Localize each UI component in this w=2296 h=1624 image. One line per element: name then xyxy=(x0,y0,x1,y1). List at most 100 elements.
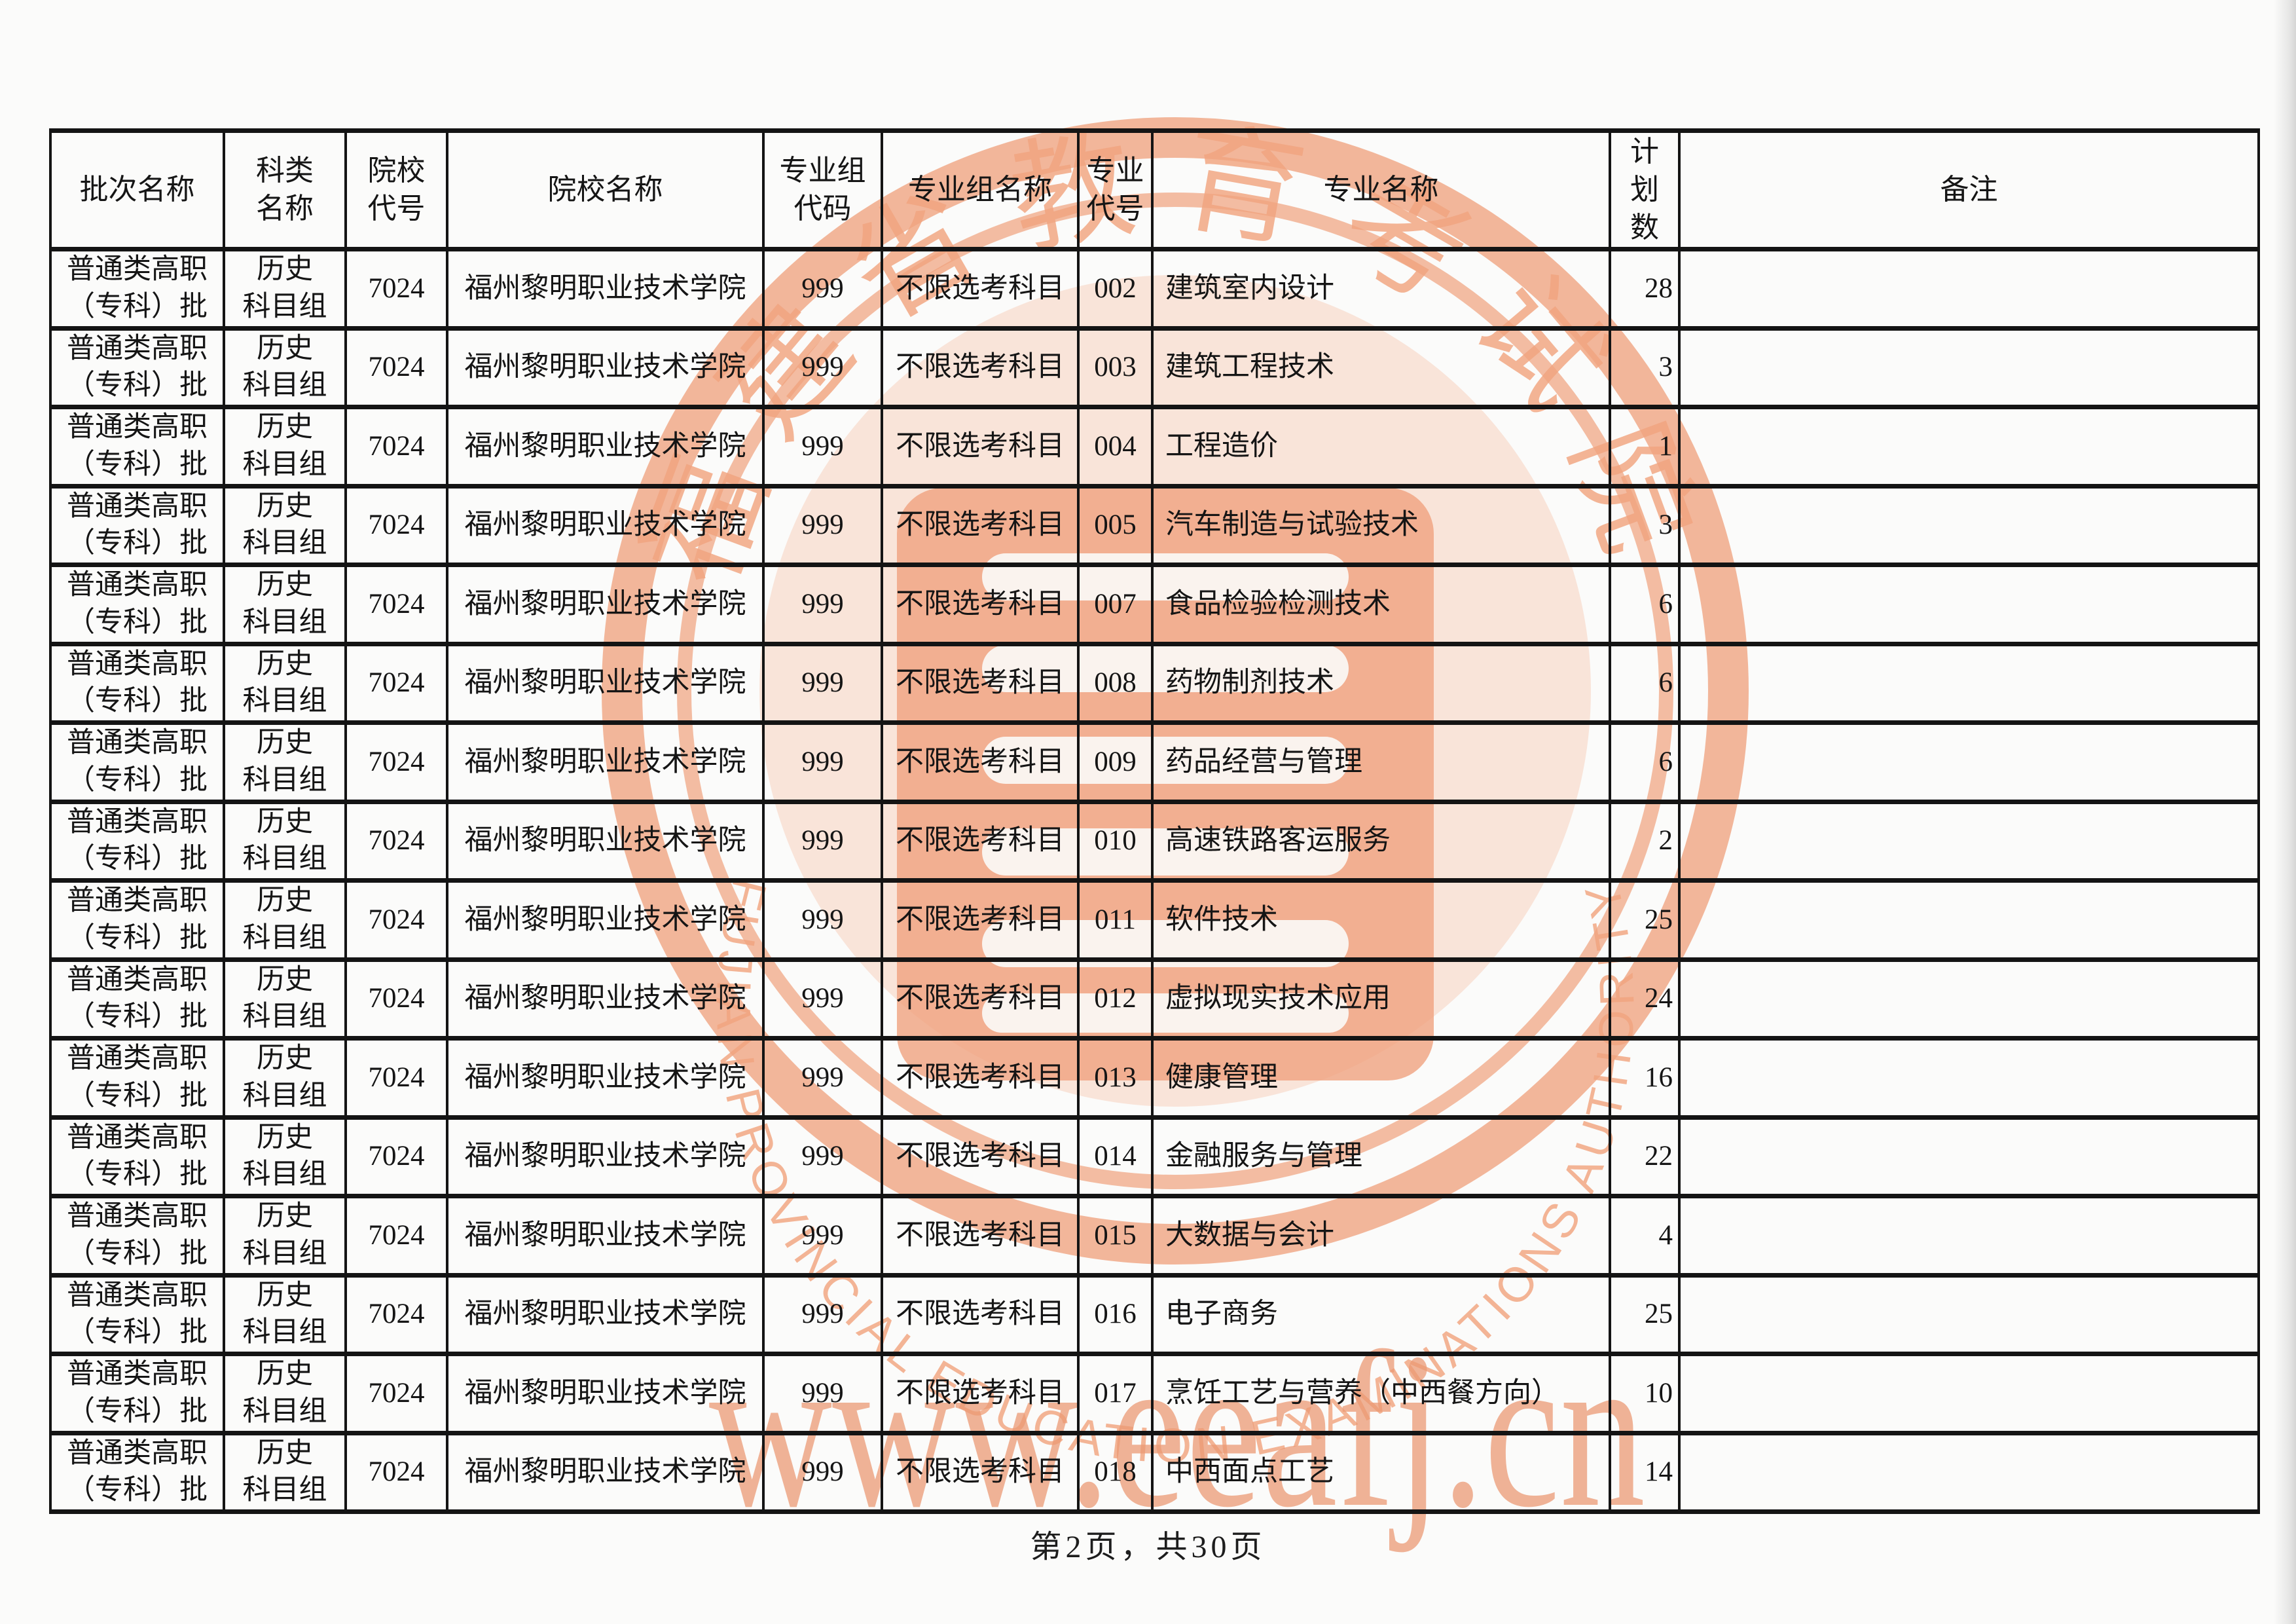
cell-major-code: 015 xyxy=(1077,1194,1154,1278)
cell-major-name: 电子商务 xyxy=(1151,1272,1611,1357)
cell-major-group-name: 不限选考科目 xyxy=(881,878,1080,962)
cell-remark xyxy=(1678,1115,2260,1199)
cell-college-code: 7024 xyxy=(344,1115,448,1199)
cell-college-code: 7024 xyxy=(344,799,448,883)
cell-plan-count: 6 xyxy=(1609,563,1681,646)
cell-major-group-code: 999 xyxy=(762,1352,883,1435)
cell-major-name: 建筑室内设计 xyxy=(1151,247,1611,331)
cell-major-group-code: 999 xyxy=(762,641,883,726)
col-header-batch-name: 批次名称 xyxy=(49,128,225,252)
cell-major-group-name: 不限选考科目 xyxy=(881,1194,1080,1278)
cell-major-name: 烹饪工艺与营养（中西餐方向） xyxy=(1151,1352,1611,1435)
cell-major-code: 014 xyxy=(1077,1115,1154,1199)
cell-batch-name: 普通类高职 （专科）批 xyxy=(49,1430,225,1515)
cell-remark xyxy=(1678,1430,2260,1515)
cell-college-name: 福州黎明职业技术学院 xyxy=(446,957,765,1041)
cell-remark xyxy=(1678,799,2260,883)
cell-college-code: 7024 xyxy=(344,1430,448,1515)
cell-major-code: 012 xyxy=(1077,957,1154,1041)
cell-batch-name: 普通类高职 （专科）批 xyxy=(49,405,225,489)
cell-major-name: 大数据与会计 xyxy=(1151,1194,1611,1278)
cell-subject-group: 历史 科目组 xyxy=(223,325,347,410)
cell-major-group-code: 999 xyxy=(762,563,883,646)
cell-major-group-code: 999 xyxy=(762,1430,883,1515)
cell-remark xyxy=(1678,1352,2260,1435)
cell-major-name: 建筑工程技术 xyxy=(1151,325,1611,410)
cell-major-group-code: 999 xyxy=(762,1036,883,1120)
page-footer: 第2页，共30页 xyxy=(1030,1530,1266,1564)
cell-major-name: 健康管理 xyxy=(1151,1036,1611,1120)
cell-plan-count: 10 xyxy=(1609,1352,1681,1435)
cell-major-code: 007 xyxy=(1077,563,1154,646)
table-row: 普通类高职 （专科）批 历史 科目组 7024 福州黎明职业技术学院 999 不限选考科目… xyxy=(49,878,2260,962)
cell-college-name: 福州黎明职业技术学院 xyxy=(446,720,765,804)
col-header-major-code: 专业 代号 xyxy=(1077,128,1154,252)
cell-college-name: 福州黎明职业技术学院 xyxy=(446,799,765,883)
cell-subject-group: 历史 科目组 xyxy=(223,720,347,804)
cell-subject-group: 历史 科目组 xyxy=(223,957,347,1041)
cell-subject-group: 历史 科目组 xyxy=(223,641,347,726)
cell-plan-count: 3 xyxy=(1609,483,1681,568)
cell-remark xyxy=(1678,641,2260,726)
cell-major-group-code: 999 xyxy=(762,957,883,1041)
cell-college-code: 7024 xyxy=(344,563,448,646)
cell-college-name: 福州黎明职业技术学院 xyxy=(446,247,765,331)
cell-batch-name: 普通类高职 （专科）批 xyxy=(49,1194,225,1278)
cell-major-group-name: 不限选考科目 xyxy=(881,483,1080,568)
cell-remark xyxy=(1678,1194,2260,1278)
cell-major-name: 工程造价 xyxy=(1151,405,1611,489)
cell-plan-count: 22 xyxy=(1609,1115,1681,1199)
cell-major-name: 中西面点工艺 xyxy=(1151,1430,1611,1515)
cell-major-group-code: 999 xyxy=(762,878,883,962)
cell-remark xyxy=(1678,247,2260,331)
cell-major-code: 003 xyxy=(1077,325,1154,410)
cell-plan-count: 16 xyxy=(1609,1036,1681,1120)
cell-major-group-name: 不限选考科目 xyxy=(881,641,1080,726)
cell-subject-group: 历史 科目组 xyxy=(223,563,347,646)
table-row: 普通类高职 （专科）批 历史 科目组 7024 福州黎明职业技术学院 999 不限选考科目… xyxy=(49,1352,2260,1435)
cell-major-code: 013 xyxy=(1077,1036,1154,1120)
cell-remark xyxy=(1678,720,2260,804)
cell-subject-group: 历史 科目组 xyxy=(223,405,347,489)
cell-remark xyxy=(1678,1036,2260,1120)
table-row: 普通类高职 （专科）批 历史 科目组 7024 福州黎明职业技术学院 999 不限选考科目… xyxy=(49,1272,2260,1357)
cell-major-code: 009 xyxy=(1077,720,1154,804)
cell-college-code: 7024 xyxy=(344,1352,448,1435)
table-row: 普通类高职 （专科）批 历史 科目组 7024 福州黎明职业技术学院 999 不限选考科目… xyxy=(49,1194,2260,1278)
col-header-subject-group: 科类 名称 xyxy=(223,128,347,252)
col-header-college-code: 院校 代号 xyxy=(344,128,448,252)
cell-batch-name: 普通类高职 （专科）批 xyxy=(49,1115,225,1199)
cell-major-group-code: 999 xyxy=(762,1115,883,1199)
cell-major-group-code: 999 xyxy=(762,1194,883,1278)
cell-major-name: 药物制剂技术 xyxy=(1151,641,1611,726)
cell-batch-name: 普通类高职 （专科）批 xyxy=(49,1352,225,1435)
cell-college-code: 7024 xyxy=(344,405,448,489)
cell-major-name: 食品检验检测技术 xyxy=(1151,563,1611,646)
cell-college-name: 福州黎明职业技术学院 xyxy=(446,563,765,646)
cell-subject-group: 历史 科目组 xyxy=(223,1194,347,1278)
cell-major-name: 汽车制造与试验技术 xyxy=(1151,483,1611,568)
table-row: 普通类高职 （专科）批 历史 科目组 7024 福州黎明职业技术学院 999 不限选考科目… xyxy=(49,563,2260,646)
cell-major-code: 010 xyxy=(1077,799,1154,883)
cell-plan-count: 6 xyxy=(1609,720,1681,804)
cell-batch-name: 普通类高职 （专科）批 xyxy=(49,563,225,646)
cell-plan-count: 1 xyxy=(1609,405,1681,489)
table-row: 普通类高职 （专科）批 历史 科目组 7024 福州黎明职业技术学院 999 不限选考科目… xyxy=(49,1036,2260,1120)
cell-major-group-code: 999 xyxy=(762,247,883,331)
cell-batch-name: 普通类高职 （专科）批 xyxy=(49,483,225,568)
cell-major-group-name: 不限选考科目 xyxy=(881,720,1080,804)
cell-major-name: 虚拟现实技术应用 xyxy=(1151,957,1611,1041)
cell-plan-count: 6 xyxy=(1609,641,1681,726)
cell-remark xyxy=(1678,1272,2260,1357)
table-body: 普通类高职 （专科）批 历史 科目组 7024 福州黎明职业技术学院 999 不限选考科目… xyxy=(49,247,2260,1515)
admission-plan-table: 批次名称 科类 名称 院校 代号 院校名称 专业组 代码 专业组名称 专业 代号… xyxy=(49,128,2260,1515)
cell-major-code: 017 xyxy=(1077,1352,1154,1435)
cell-subject-group: 历史 科目组 xyxy=(223,1430,347,1515)
cell-college-code: 7024 xyxy=(344,325,448,410)
cell-subject-group: 历史 科目组 xyxy=(223,483,347,568)
cell-college-name: 福州黎明职业技术学院 xyxy=(446,1352,765,1435)
col-header-major-group-code: 专业组 代码 xyxy=(762,128,883,252)
cell-plan-count: 25 xyxy=(1609,1272,1681,1357)
cell-major-group-name: 不限选考科目 xyxy=(881,957,1080,1041)
